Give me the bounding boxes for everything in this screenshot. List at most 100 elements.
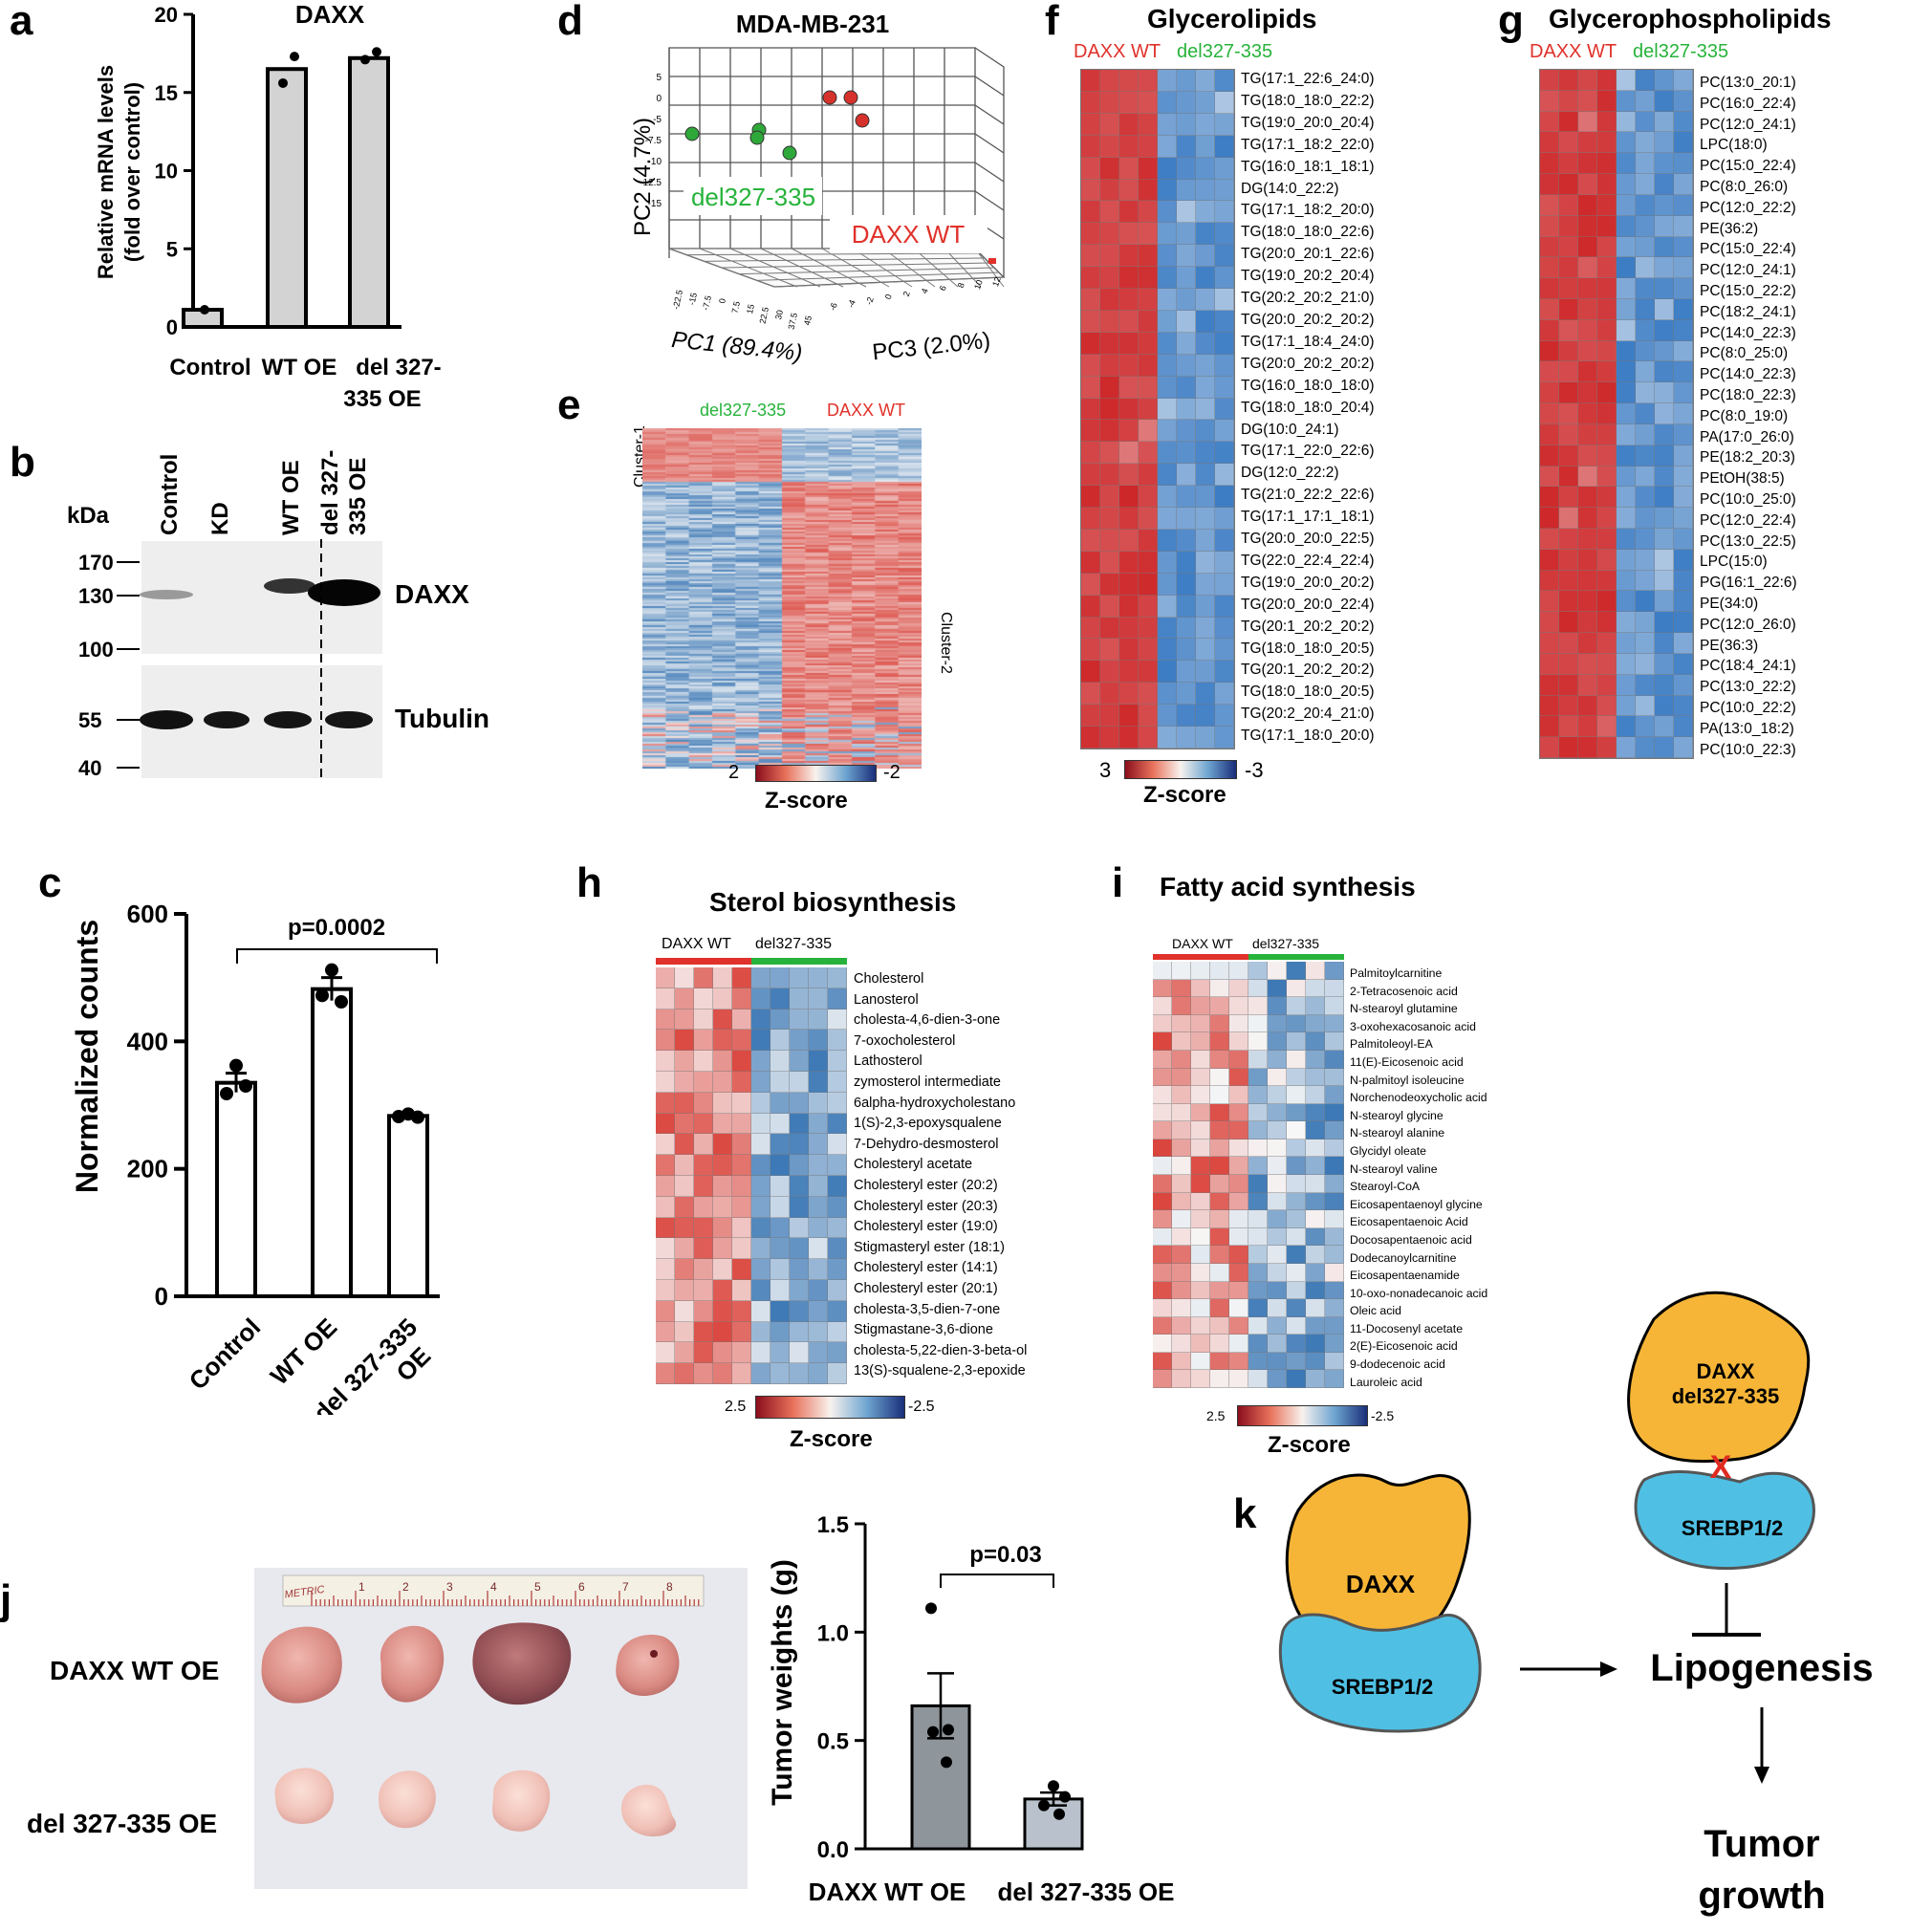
heatmap-cell [1215,683,1234,706]
panel-a-point [372,47,381,57]
heatmap-cell [1139,508,1158,530]
heatmap-cell [1210,1068,1229,1087]
heatmap-cell [656,1259,675,1280]
heatmap-cell [1636,403,1655,424]
panel-d-xtick-label: -7.5 [701,294,713,311]
heatmap-cell [1636,382,1655,404]
heatmap-cell [1081,661,1100,684]
heatmap-cell [1081,683,1100,706]
heatmap-cell [1158,420,1177,443]
heatmap-cell [1306,1227,1325,1247]
heatmap-cell [1578,737,1597,758]
heatmap-cell [1153,997,1172,1015]
panel-c-point [325,963,338,977]
heatmap-cell [751,1030,771,1052]
heatmap-cell [1229,1086,1248,1104]
heatmap-cell [1119,267,1139,290]
heatmap-cell [675,1155,694,1176]
panel-a-xlabel-control: Control [169,355,250,380]
heatmap-cell [1191,1316,1210,1335]
heatmap-cell [1674,319,1693,341]
panel-d-ztick-label: 6 [938,284,948,292]
heatmap-cell [1559,278,1578,299]
heatmap-cell [1597,90,1617,112]
heatmap-cell [1287,1316,1306,1335]
heatmap-row-label: TG(19:0_20:2_20:4) [1241,268,1375,285]
heatmap-cell [1229,1335,1248,1353]
heatmap-cell [1158,705,1177,727]
heatmap-cell [1210,1121,1229,1140]
heatmap-cell [1215,573,1234,596]
heatmap-cell [1177,442,1196,465]
heatmap-cell [1210,1139,1229,1158]
heatmap-cell [771,1175,790,1197]
heatmap-row-label: DG(10:0_24:1) [1241,421,1339,438]
panel-k-srebp-upper-label: SREBP1/2 [1682,1516,1783,1540]
heatmap-cell [1306,1210,1325,1228]
panel-label-k: k [1233,1490,1257,1537]
heatmap-cell [1158,332,1177,355]
heatmap-cell [1559,529,1578,550]
heatmap-cell [1287,1192,1306,1211]
heatmap-cell [1139,289,1158,311]
heatmap-cell [1306,1014,1325,1033]
heatmap-cell [1100,245,1119,268]
heatmap-cell [1597,466,1617,488]
heatmap-cell [1100,661,1119,684]
heatmap-cell [790,988,809,1009]
heatmap-cell [1229,1157,1248,1175]
heatmap-cell [1597,236,1617,258]
panel-b-band-label-tubulin: Tubulin [395,704,489,733]
panel-c-point [229,1058,243,1073]
panel-b-marker-170: 170 [78,551,114,575]
panel-h-cbar-max: 2.5 [725,1399,747,1415]
panel-label-i: i [1112,859,1124,906]
heatmap-row-label: TG(18:0_18:0_22:2) [1241,92,1375,109]
heatmap-cell [790,1321,809,1343]
heatmap-cell [790,1155,809,1176]
heatmap-cell [694,1342,713,1364]
panel-d-point-wt [855,113,870,128]
heatmap-cell [1306,1103,1325,1122]
panel-c-ylabel: Normalized counts [70,920,104,1193]
heatmap-cell [713,1300,732,1322]
heatmap-cell [1325,1210,1344,1228]
heatmap-cell [1597,153,1617,175]
heatmap-row-label: Lathosterol [854,1053,922,1070]
panel-d-ytick-label: -15 [648,199,662,209]
heatmap-cell [1153,1192,1172,1211]
heatmap-row-label: PC(10:0_25:0) [1700,490,1796,508]
heatmap-row-label: 2-Tetracosenoic acid [1350,984,1458,998]
heatmap-cell [1578,278,1597,299]
heatmap-cell [828,1217,847,1239]
heatmap-cell [1617,403,1636,424]
heatmap-cell [1153,1370,1172,1388]
panel-k-model-diagram: DAXX del327-335 SREBP1/2 X DAXX SREBP1/2… [1278,1291,1874,1917]
heatmap-cell [790,1113,809,1135]
panel-h-col-del: del327-335 [755,936,833,952]
panel-a-xlabel-del-2: 335 OE [343,386,421,412]
heatmap-cell [1100,157,1119,180]
panel-h-group-bar-del [751,958,847,965]
heatmap-cell [675,1300,694,1322]
heatmap-cell [790,1342,809,1364]
heatmap-cell [1287,1263,1306,1282]
heatmap-cell [1578,423,1597,445]
heatmap-cell [1325,997,1344,1015]
heatmap-cell [1119,529,1139,552]
heatmap-cell [1674,570,1693,592]
panel-d-title: MDA-MB-231 [736,10,889,38]
heatmap-cell [1177,508,1196,530]
heatmap-cell [790,1196,809,1218]
heatmap-cell [828,1196,847,1218]
heatmap-cell [1559,466,1578,488]
panel-i-col-wt: DAXX WT [1172,936,1233,951]
heatmap-cell [1100,354,1119,377]
heatmap-cell [732,1321,751,1343]
panel-j-tumor-del-3 [492,1769,551,1832]
heatmap-cell [1100,705,1119,727]
heatmap-cell [694,1363,713,1384]
heatmap-cell [1100,508,1119,530]
heatmap-row-label: PC(13:0_22:2) [1700,679,1796,696]
heatmap-cell [790,1092,809,1114]
